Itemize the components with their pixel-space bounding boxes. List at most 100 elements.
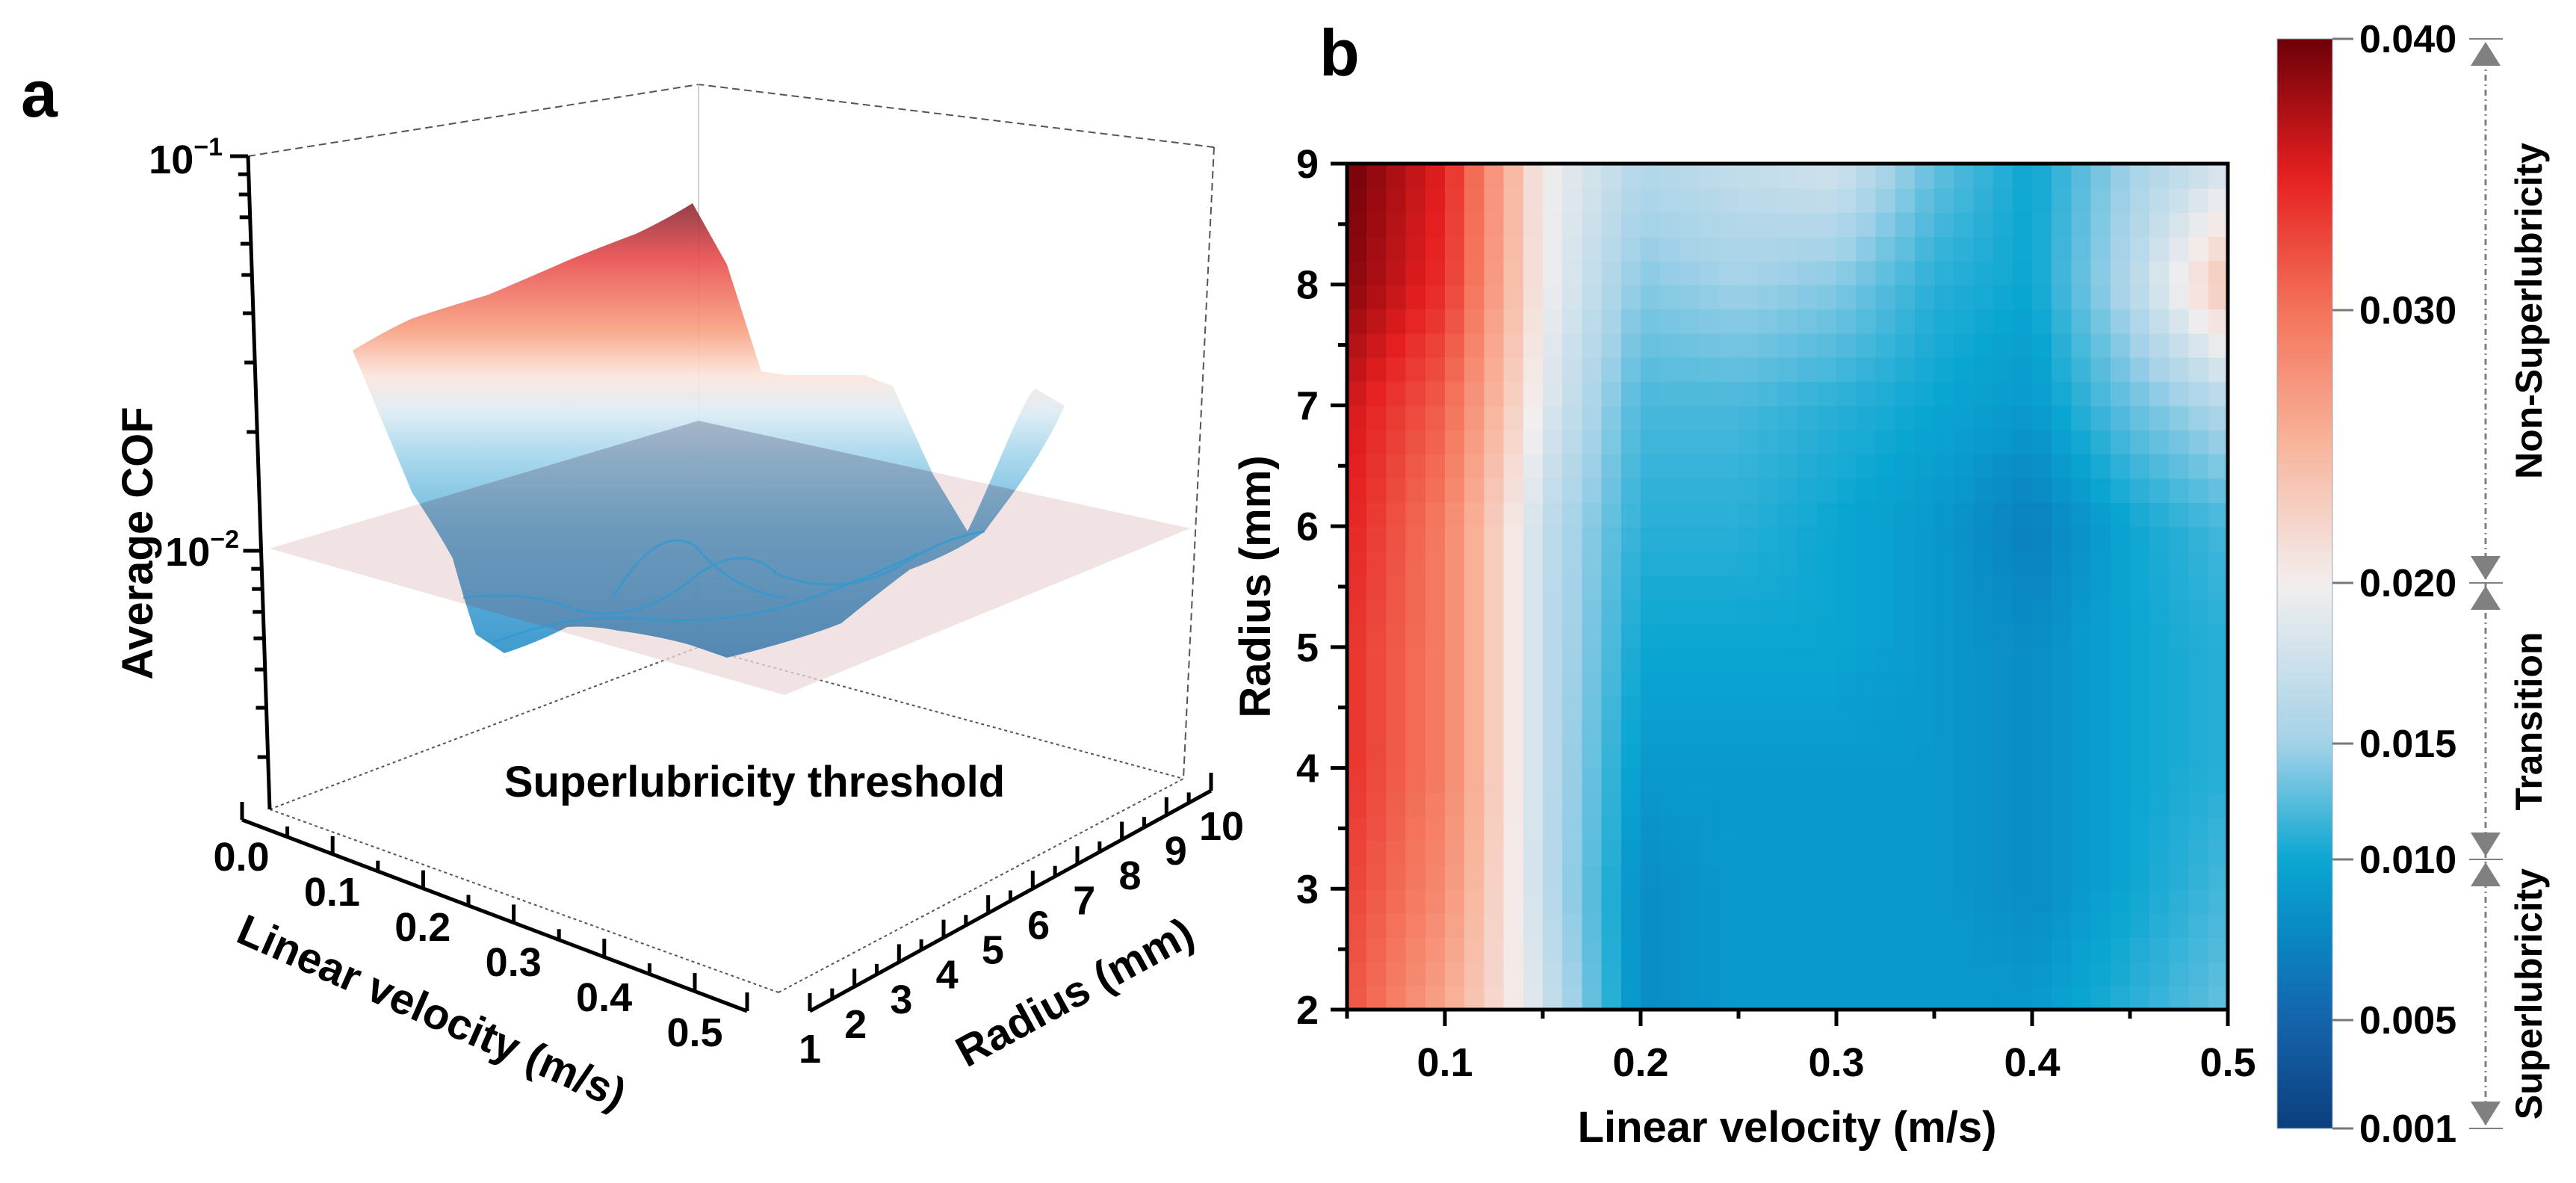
heatmap-cell — [1347, 356, 1368, 383]
heatmap-cell — [1523, 816, 1544, 841]
heatmap-cell — [1660, 574, 1681, 600]
heatmap-cell — [1620, 356, 1641, 383]
heatmap-cell — [1973, 767, 1994, 793]
heatmap-cell — [1582, 284, 1603, 310]
heatmap-cell — [2071, 646, 2092, 673]
heatmap-cell — [1934, 719, 1955, 745]
heatmap-cell — [2110, 646, 2131, 673]
heatmap-cell — [1641, 599, 1662, 624]
heatmap-cell — [2188, 936, 2209, 963]
heatmap-cell — [1875, 260, 1896, 285]
heatmap-cell — [1895, 791, 1916, 818]
heatmap-cell — [1484, 889, 1505, 914]
heatmap-cell — [2110, 840, 2131, 865]
heatmap-cell — [1425, 719, 1446, 745]
heatmap-cell — [1620, 985, 1641, 1010]
heatmap-cell — [1484, 236, 1505, 262]
heatmap-cell — [2208, 333, 2229, 358]
heatmap-cell — [2071, 454, 2092, 479]
heatmap-cell — [1679, 695, 1700, 720]
heatmap-cell — [2110, 985, 2131, 1010]
heatmap-cell — [1464, 623, 1485, 648]
heatmap-cell — [1836, 889, 1857, 914]
heatmap-cell — [1718, 501, 1739, 528]
heatmap-cell — [1718, 889, 1739, 914]
heatmap-cell — [1836, 188, 1857, 213]
heatmap-x-tick-label: 0.3 — [1808, 1040, 1864, 1085]
heatmap-cell — [1934, 309, 1955, 334]
heatmap-cell — [1816, 912, 1837, 938]
heatmap-cell — [1718, 188, 1739, 213]
heatmap-cell — [1679, 719, 1700, 745]
heatmap-cell — [1523, 767, 1544, 793]
heatmap-cell — [1816, 454, 1837, 479]
heatmap-cell — [2110, 767, 2131, 793]
heatmap-cell — [1836, 356, 1857, 383]
heatmap-cell — [1347, 381, 1368, 407]
heatmap-cell — [1836, 912, 1857, 938]
heatmap-cell — [2169, 333, 2190, 358]
heatmap-cell — [1386, 381, 1407, 407]
heatmap-cell — [1954, 333, 1975, 358]
heatmap-cell — [2071, 889, 2092, 914]
heatmap-cell — [2032, 671, 2053, 696]
heatmap-cell — [1875, 574, 1896, 600]
heatmap-cell — [1718, 671, 1739, 696]
heatmap-cell — [1895, 864, 1916, 890]
heatmap-cell — [1543, 767, 1564, 793]
heatmap-cell — [1954, 284, 1975, 310]
heatmap-cell — [1386, 550, 1407, 575]
heatmap-cell — [1836, 333, 1857, 358]
heatmap-cell — [1836, 864, 1857, 890]
velocity-tick-label: 0.5 — [666, 1010, 722, 1055]
heatmap-cell — [1973, 526, 1994, 552]
heatmap-cell — [2052, 211, 2072, 238]
heatmap-cell — [1601, 719, 1622, 745]
heatmap-cell — [2071, 236, 2092, 262]
heatmap-cell — [1562, 985, 1583, 1010]
heatmap-cell — [1523, 260, 1544, 285]
heatmap-cell — [1405, 623, 1426, 648]
heatmap-cell — [1679, 188, 1700, 213]
heatmap-cell — [1718, 936, 1739, 963]
heatmap-cell — [1679, 164, 1700, 189]
heatmap-cell — [1816, 864, 1837, 890]
heatmap-cell — [1464, 164, 1485, 189]
heatmap-cell — [1366, 164, 1387, 189]
surface-folds — [462, 530, 985, 644]
heatmap-cell — [1973, 961, 1994, 986]
heatmap-cell — [2110, 236, 2131, 262]
heatmap-cell — [1914, 381, 1935, 407]
heatmap-cell — [1875, 816, 1896, 841]
heatmap-cell — [2110, 961, 2131, 986]
heatmap-cell — [2071, 623, 2092, 648]
heatmap-cell — [1914, 840, 1935, 865]
heatmap-cell — [1445, 791, 1466, 818]
heatmap-cell — [1503, 912, 1524, 938]
heatmap-cell — [1601, 840, 1622, 865]
heatmap-cell — [2149, 791, 2170, 818]
heatmap-cell — [1777, 791, 1798, 818]
heatmap-cell — [1973, 646, 1994, 673]
heatmap-cell — [2130, 816, 2151, 841]
heatmap-cell — [1739, 574, 1759, 600]
heatmap-cell — [1993, 526, 2013, 552]
heatmap-cell — [1758, 429, 1779, 455]
heatmap-cell — [1973, 381, 1994, 407]
arrow-down-icon — [2471, 833, 2501, 856]
heatmap-cell — [2208, 381, 2229, 407]
heatmap-cell — [1620, 333, 1641, 358]
heatmap-cell — [1973, 260, 1994, 285]
heatmap-cell — [2188, 405, 2209, 430]
heatmap-cell — [2130, 912, 2151, 938]
heatmap-cell — [1425, 333, 1446, 358]
heatmap-cell — [1641, 646, 1662, 673]
heatmap-cell — [1620, 405, 1641, 430]
heatmap-cell — [2012, 454, 2033, 479]
heatmap-cell — [2110, 164, 2131, 189]
heatmap-cell — [1641, 767, 1662, 793]
heatmap-cell — [2149, 961, 2170, 986]
heatmap-cell — [1954, 671, 1975, 696]
heatmap-cell — [1934, 646, 1955, 673]
heatmap-cell — [1758, 164, 1779, 189]
